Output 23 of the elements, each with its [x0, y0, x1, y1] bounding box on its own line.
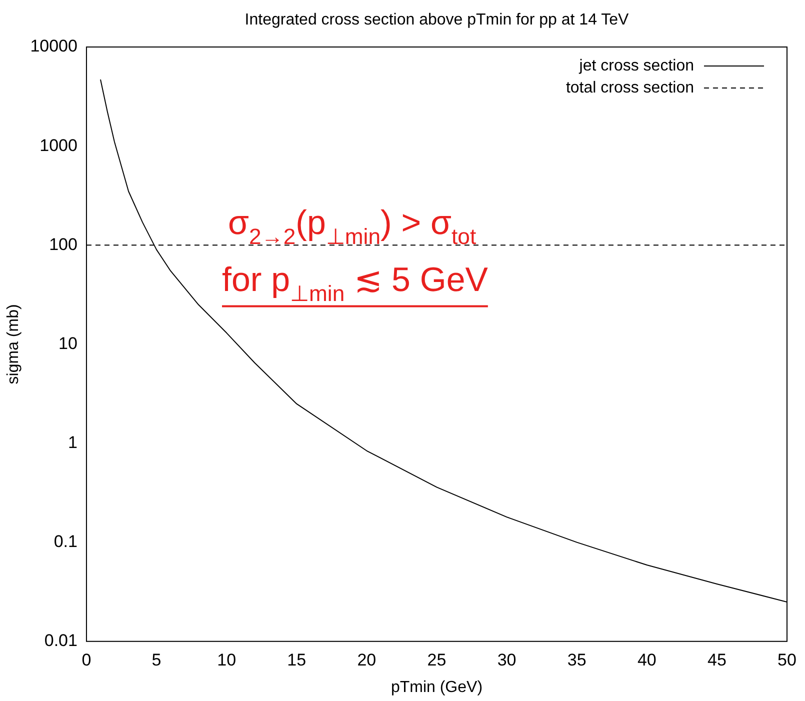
legend-label: total cross section: [566, 79, 694, 96]
x-tick-label: 20: [357, 650, 376, 670]
y-tick-label: 100: [49, 234, 78, 254]
chart-title: Integrated cross section above pTmin for pp at 14 TeV: [244, 11, 630, 28]
x-tick-label: 50: [778, 650, 796, 670]
y-tick-label: 1000: [40, 136, 78, 155]
x-tick-label: 40: [637, 650, 656, 670]
x-tick-label: 5: [152, 650, 162, 670]
legend-label: jet cross section: [578, 57, 694, 74]
x-tick-label: 0: [82, 650, 92, 670]
x-tick-label: 35: [567, 650, 586, 670]
y-tick-label: 0.01: [44, 631, 78, 650]
x-tick-label: 15: [287, 650, 306, 670]
y-axis-title: sigma (mb): [5, 304, 22, 384]
x-axis-title: pTmin (GeV): [390, 678, 483, 696]
x-tick-label: 10: [217, 650, 236, 670]
y-tick-label: 1: [68, 432, 78, 452]
y-tick-label: 0.1: [54, 532, 78, 552]
y-tick-label: 10: [58, 334, 78, 353]
x-tick-label: 25: [427, 650, 446, 670]
x-tick-label: 45: [707, 650, 726, 670]
x-tick-label: 30: [497, 650, 516, 670]
y-tick-label: 10000: [30, 36, 78, 56]
